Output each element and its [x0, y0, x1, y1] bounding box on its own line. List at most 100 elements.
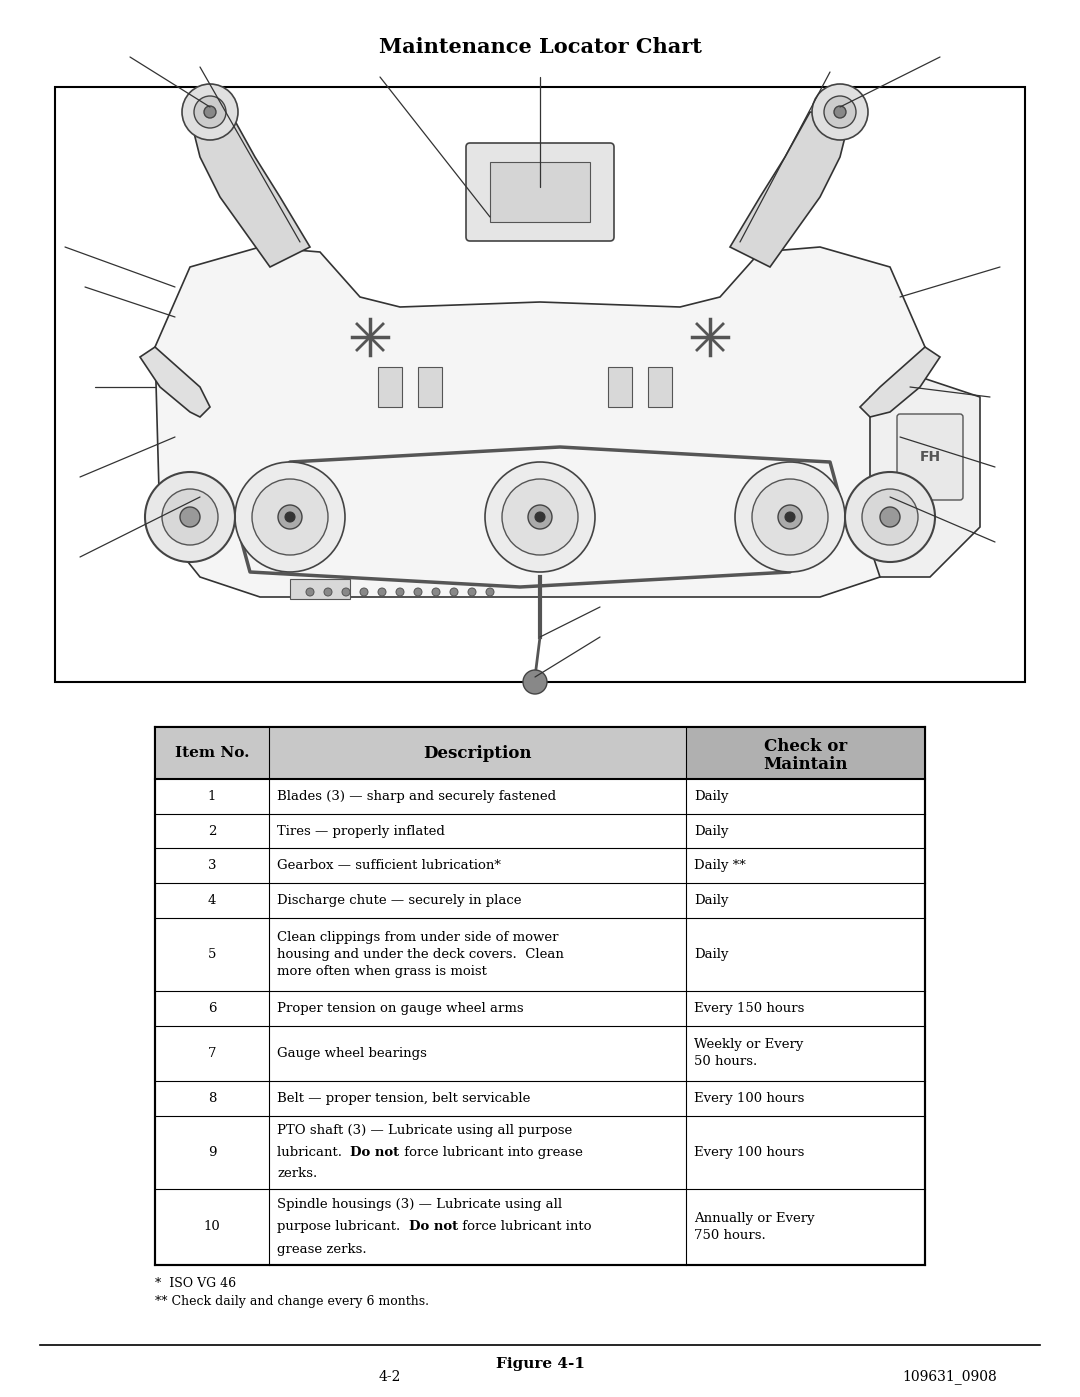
Circle shape: [162, 489, 218, 545]
Text: Gauge wheel bearings: Gauge wheel bearings: [276, 1046, 427, 1060]
Text: ** Check daily and change every 6 months.: ** Check daily and change every 6 months…: [156, 1295, 429, 1308]
Text: Daily: Daily: [694, 824, 729, 838]
Polygon shape: [730, 112, 850, 267]
Text: Maintain: Maintain: [764, 756, 848, 773]
Bar: [648, 367, 672, 407]
Circle shape: [396, 588, 404, 597]
Text: 5: 5: [207, 947, 216, 961]
Circle shape: [785, 511, 795, 522]
Circle shape: [778, 504, 802, 529]
Text: force lubricant into grease: force lubricant into grease: [400, 1146, 582, 1158]
Text: Daily: Daily: [694, 789, 729, 803]
Text: purpose lubricant.: purpose lubricant.: [276, 1221, 408, 1234]
Text: 1: 1: [207, 789, 216, 803]
Circle shape: [535, 511, 545, 522]
Text: 10: 10: [204, 1221, 220, 1234]
Circle shape: [450, 588, 458, 597]
Text: 3: 3: [207, 859, 216, 872]
Text: FH: FH: [919, 450, 941, 464]
Text: Blades (3) — sharp and securely fastened: Blades (3) — sharp and securely fastened: [276, 789, 556, 803]
Text: grease zerks.: grease zerks.: [276, 1243, 366, 1256]
Bar: [156, 726, 924, 1266]
Bar: [490, 162, 590, 222]
Polygon shape: [860, 346, 940, 416]
Text: Item No.: Item No.: [175, 746, 249, 760]
Circle shape: [845, 472, 935, 562]
Text: 7: 7: [207, 1046, 216, 1060]
Circle shape: [235, 462, 345, 571]
Circle shape: [306, 588, 314, 597]
Text: 4: 4: [207, 894, 216, 907]
Text: Every 100 hours: Every 100 hours: [694, 1146, 805, 1158]
Text: force lubricant into: force lubricant into: [458, 1221, 592, 1234]
Circle shape: [378, 588, 386, 597]
Text: Proper tension on gauge wheel arms: Proper tension on gauge wheel arms: [276, 1002, 524, 1014]
Text: Belt — proper tension, belt servicable: Belt — proper tension, belt servicable: [276, 1092, 530, 1105]
FancyBboxPatch shape: [897, 414, 963, 500]
Text: Every 150 hours: Every 150 hours: [694, 1002, 805, 1014]
Circle shape: [342, 588, 350, 597]
Text: Do not: Do not: [350, 1146, 400, 1158]
Text: 6: 6: [207, 1002, 216, 1014]
Circle shape: [824, 96, 856, 129]
Circle shape: [194, 96, 226, 129]
Circle shape: [880, 507, 900, 527]
Circle shape: [360, 588, 368, 597]
Circle shape: [752, 479, 828, 555]
Polygon shape: [156, 247, 924, 597]
Text: Spindle housings (3) — Lubricate using all: Spindle housings (3) — Lubricate using a…: [276, 1197, 562, 1211]
Text: Daily: Daily: [694, 947, 729, 961]
Circle shape: [486, 588, 494, 597]
Circle shape: [414, 588, 422, 597]
Text: Daily **: Daily **: [694, 859, 746, 872]
Text: *  ISO VG 46: * ISO VG 46: [156, 1277, 237, 1289]
Polygon shape: [140, 346, 210, 416]
Circle shape: [834, 106, 846, 117]
Text: 8: 8: [207, 1092, 216, 1105]
Circle shape: [180, 507, 200, 527]
FancyBboxPatch shape: [465, 142, 615, 242]
Bar: [378, 367, 402, 407]
Text: 4-2: 4-2: [379, 1370, 401, 1384]
Circle shape: [204, 106, 216, 117]
Text: 9: 9: [207, 1146, 216, 1158]
Circle shape: [145, 472, 235, 562]
Bar: [55, 87, 1025, 682]
Circle shape: [324, 588, 332, 597]
Circle shape: [528, 504, 552, 529]
Polygon shape: [870, 377, 980, 577]
Circle shape: [432, 588, 440, 597]
Bar: [686, 726, 924, 780]
Circle shape: [183, 84, 238, 140]
Text: Description: Description: [423, 745, 531, 761]
Circle shape: [523, 671, 546, 694]
Circle shape: [735, 462, 845, 571]
Bar: [156, 726, 924, 780]
Text: Figure 4-1: Figure 4-1: [496, 1356, 584, 1370]
Bar: [418, 367, 442, 407]
Circle shape: [812, 84, 868, 140]
Circle shape: [252, 479, 328, 555]
Text: 2: 2: [207, 824, 216, 838]
Text: Annually or Every
750 hours.: Annually or Every 750 hours.: [694, 1211, 815, 1242]
Circle shape: [862, 489, 918, 545]
Text: Check or: Check or: [764, 738, 848, 754]
Text: Discharge chute — securely in place: Discharge chute — securely in place: [276, 894, 522, 907]
Circle shape: [468, 588, 476, 597]
Text: Daily: Daily: [694, 894, 729, 907]
Text: Maintenance Locator Chart: Maintenance Locator Chart: [379, 36, 701, 57]
Polygon shape: [190, 112, 310, 267]
Circle shape: [285, 511, 295, 522]
Text: Clean clippings from under side of mower
housing and under the deck covers.  Cle: Clean clippings from under side of mower…: [276, 930, 564, 978]
Text: Weekly or Every
50 hours.: Weekly or Every 50 hours.: [694, 1038, 804, 1069]
Circle shape: [485, 462, 595, 571]
Text: Every 100 hours: Every 100 hours: [694, 1092, 805, 1105]
Text: Do not: Do not: [408, 1221, 458, 1234]
Circle shape: [278, 504, 302, 529]
Bar: [608, 367, 632, 407]
Text: 109631_0908: 109631_0908: [903, 1369, 997, 1384]
Text: Tires — properly inflated: Tires — properly inflated: [276, 824, 445, 838]
Text: zerks.: zerks.: [276, 1166, 318, 1180]
Bar: [291, 578, 350, 599]
Text: lubricant.: lubricant.: [276, 1146, 350, 1158]
